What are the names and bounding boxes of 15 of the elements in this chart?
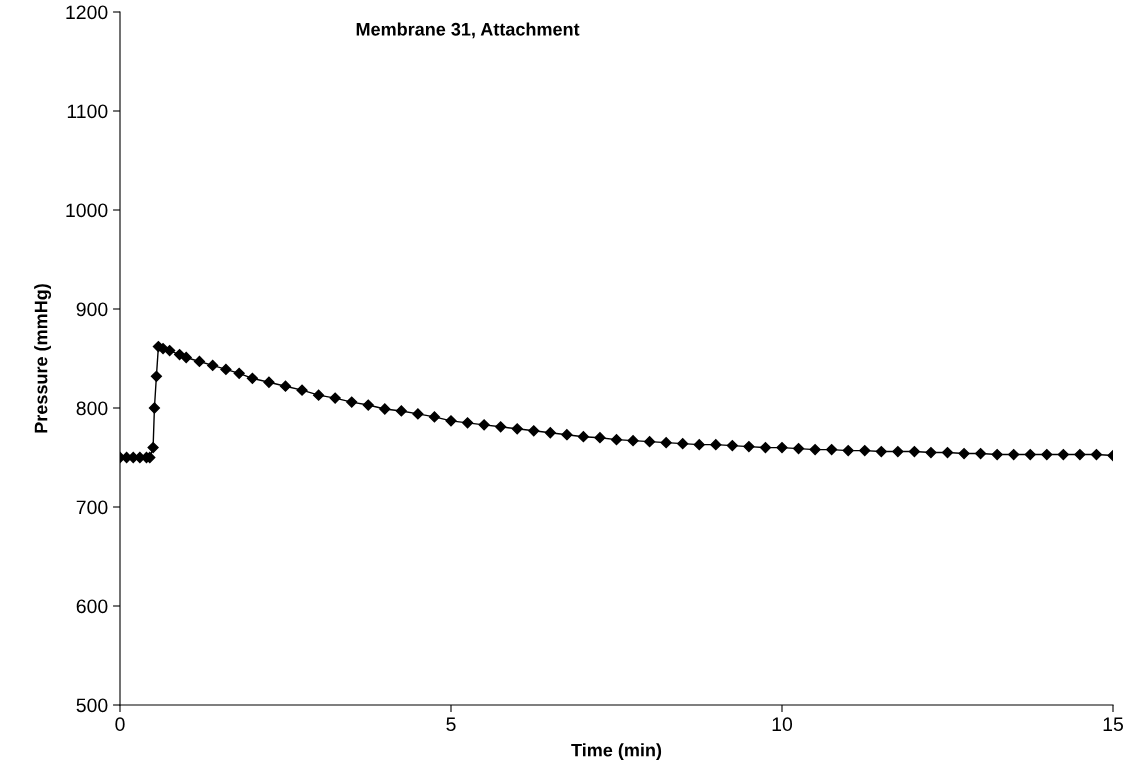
y-tick-label: 1100 xyxy=(67,104,108,119)
y-tick-label: 1200 xyxy=(66,5,108,20)
y-tick-label: 900 xyxy=(76,302,108,317)
text: Membrane 31, Attachment xyxy=(356,22,580,39)
x-axis-title: Time (min) xyxy=(571,743,662,761)
y-tick-label: 700 xyxy=(76,500,108,515)
y-tick-label: 600 xyxy=(76,599,108,614)
x-tick-label: 15 xyxy=(1103,717,1123,732)
x-tick-label: 5 xyxy=(446,717,456,732)
x-tick-label: 0 xyxy=(115,717,125,732)
x-tick-label: 10 xyxy=(772,717,793,732)
y-tick-label: 1000 xyxy=(66,203,108,218)
y-axis-title: Pressure (mmHg) xyxy=(34,284,52,433)
y-tick-label: 800 xyxy=(76,401,108,416)
y-tick-label: 500 xyxy=(76,698,108,713)
